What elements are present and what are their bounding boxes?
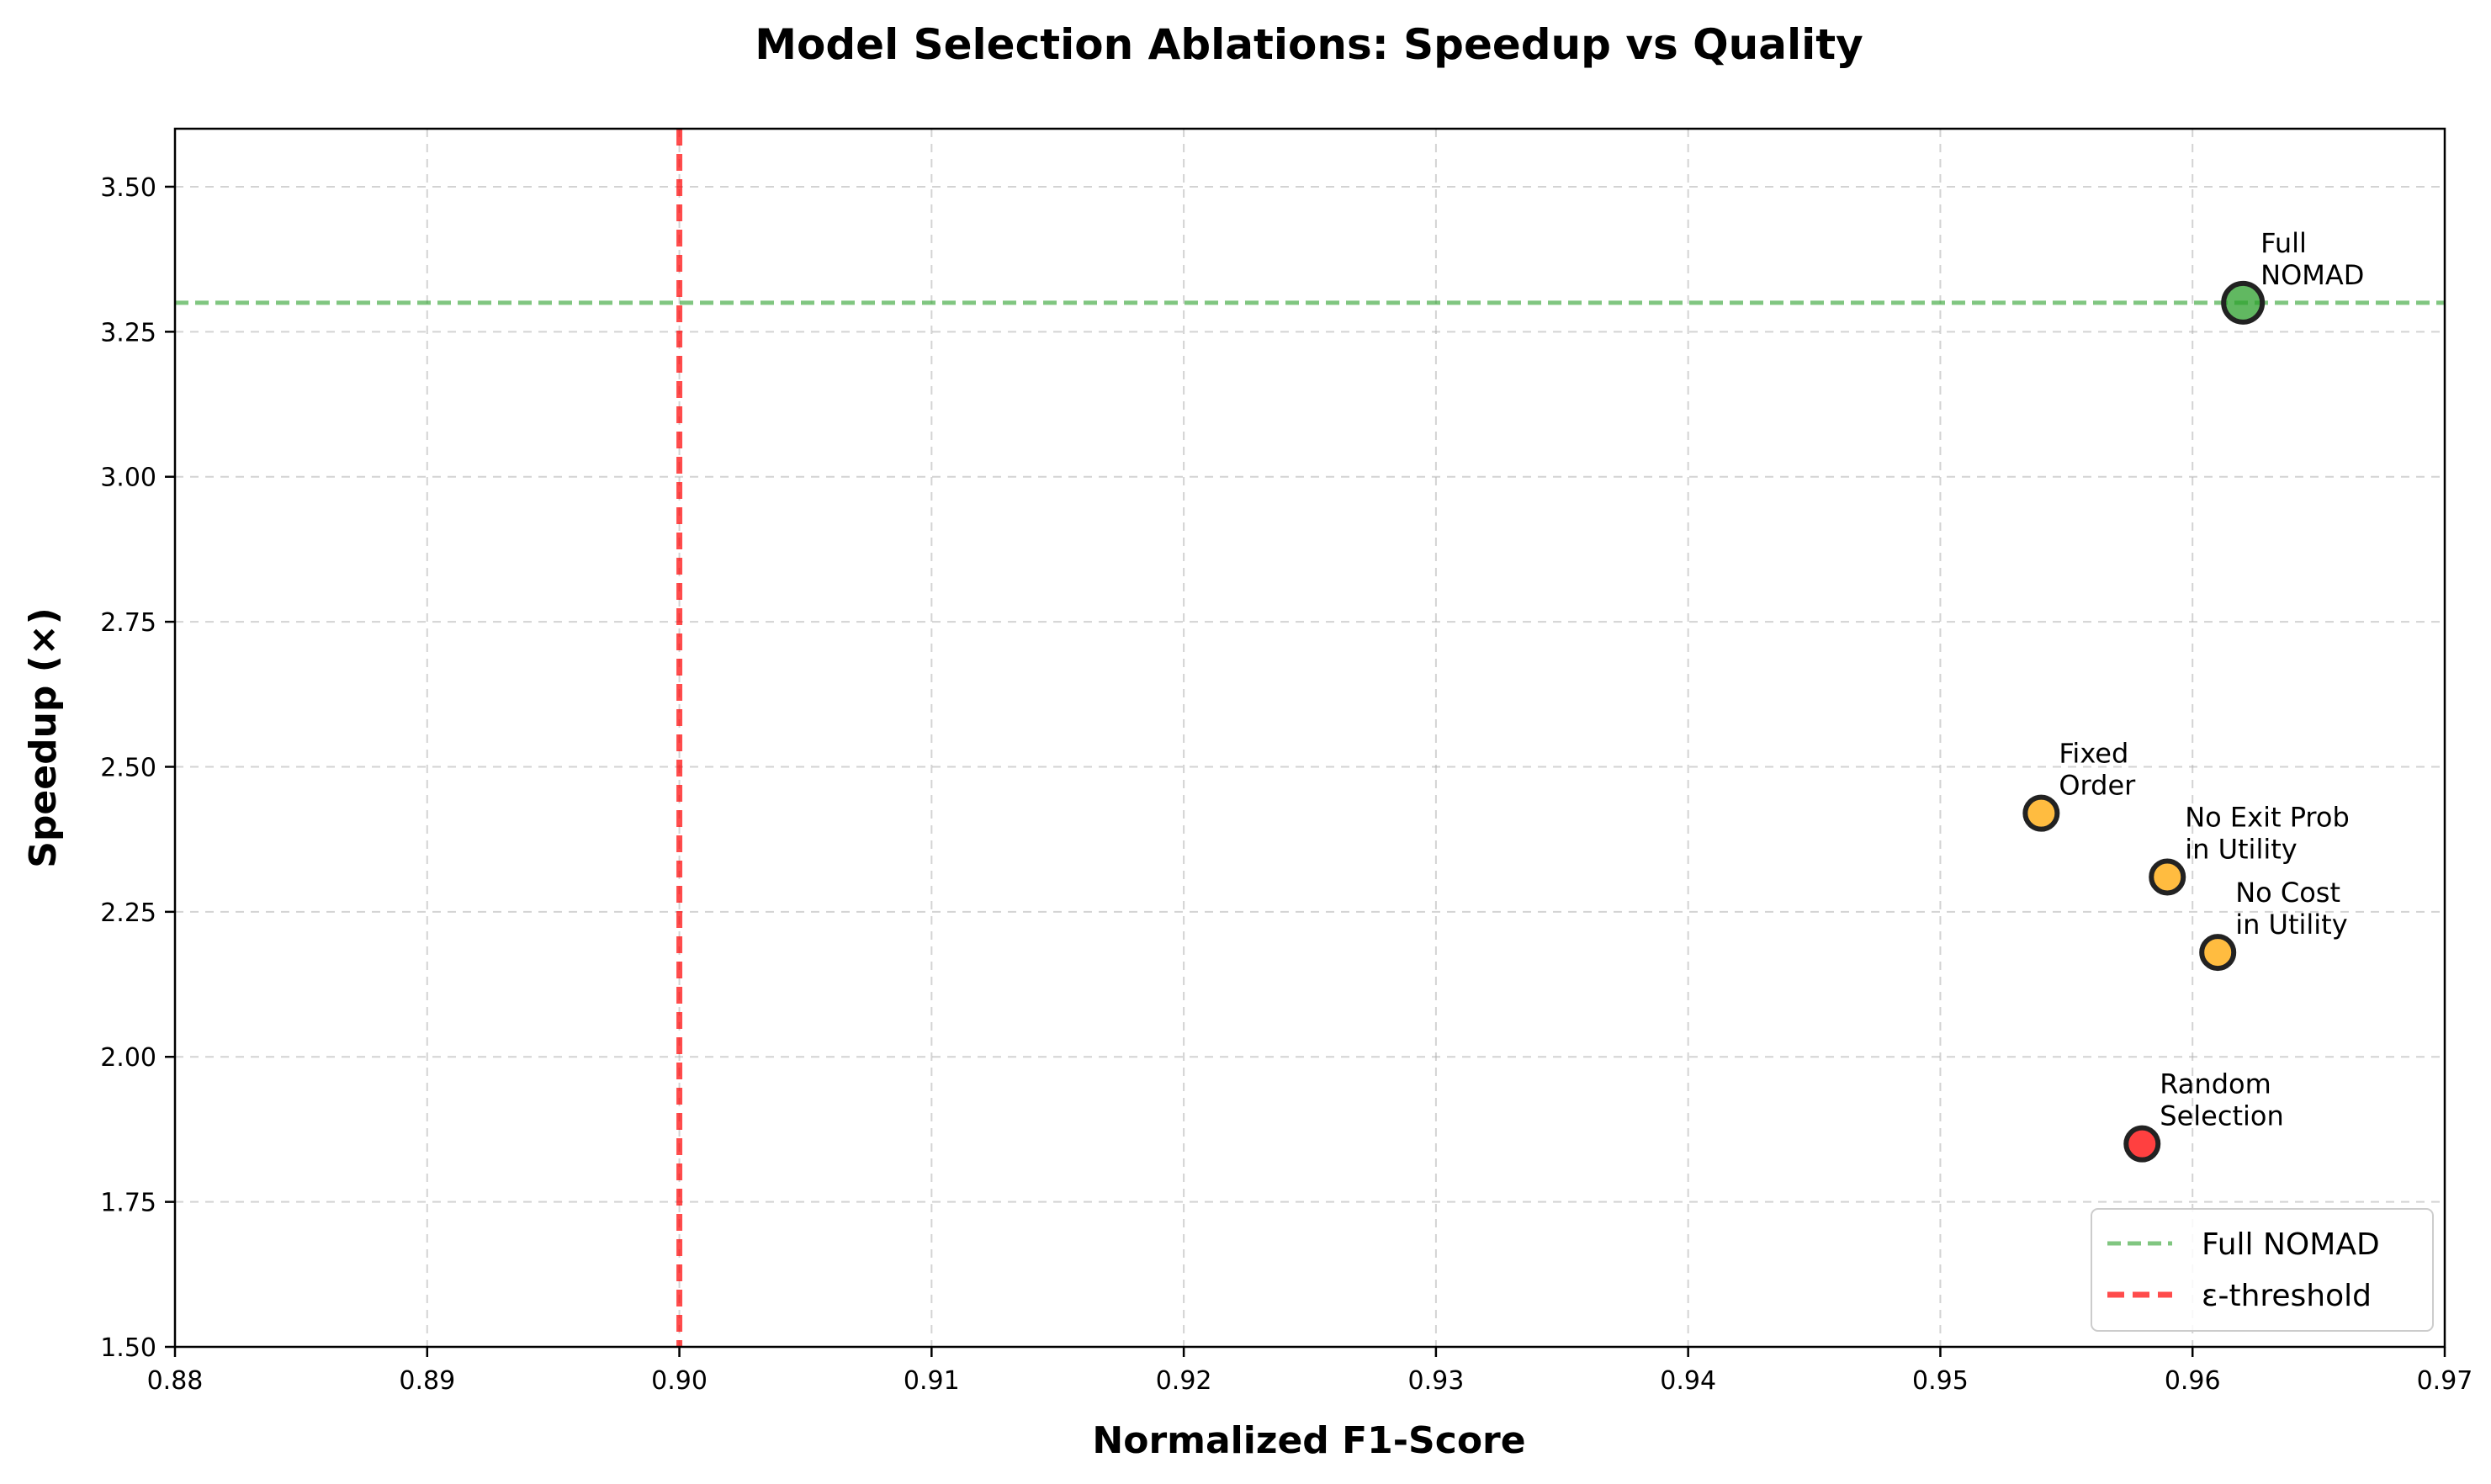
plot-area-frame <box>173 127 2446 1349</box>
reference-lines <box>175 129 2445 1347</box>
data-point <box>2022 794 2060 832</box>
point-label: Random Selection <box>2160 1068 2283 1132</box>
point-label-line: Selection <box>2160 1100 2283 1132</box>
legend: Full NOMAD ε-threshold <box>2091 1208 2434 1332</box>
point-label-line: in Utility <box>2235 909 2347 941</box>
point-label-line: Order <box>2059 770 2136 802</box>
x-tick-label: 0.88 <box>147 1366 204 1396</box>
point-label: Full NOMAD <box>2260 227 2364 291</box>
x-tick-label: 0.95 <box>1912 1366 1969 1396</box>
point-label-line: NOMAD <box>2260 259 2364 291</box>
x-tick-label: 0.93 <box>1407 1366 1464 1396</box>
y-tick-label: 3.25 <box>100 318 156 347</box>
data-point <box>2123 1125 2161 1163</box>
y-tick-label: 1.50 <box>100 1333 156 1363</box>
point-label-line: Random <box>2160 1068 2271 1100</box>
y-tick-label: 2.25 <box>100 898 156 928</box>
point-label: Fixed Order <box>2059 738 2136 802</box>
y-tick-label: 2.50 <box>100 753 156 782</box>
y-tick-label: 3.50 <box>100 173 156 203</box>
legend-frame <box>2091 1208 2434 1332</box>
point-label: No Cost in Utility <box>2235 877 2347 941</box>
data-point <box>2199 934 2237 972</box>
point-label-line: in Utility <box>2185 833 2297 865</box>
point-label-line: Full <box>2260 227 2307 259</box>
x-tick-label: 0.92 <box>1156 1366 1212 1396</box>
x-tick-label: 0.90 <box>651 1366 708 1396</box>
data-point <box>2149 858 2186 896</box>
legend-entry-epsilon-threshold: ε-threshold <box>2202 1279 2372 1313</box>
axis-ticks: 0.88 0.89 0.90 0.91 0.92 0.93 0.94 0.95 0.96 0.97… <box>100 173 2472 1396</box>
y-axis-label: Speedup (×) <box>22 607 65 868</box>
y-tick-label: 3.00 <box>100 464 156 493</box>
y-tick-label: 1.75 <box>100 1189 156 1218</box>
data-point <box>2221 280 2266 325</box>
point-label-line: No Exit Prob <box>2185 801 2350 833</box>
y-tick-label: 2.00 <box>100 1043 156 1073</box>
x-tick-label: 0.91 <box>904 1366 960 1396</box>
point-label: No Exit Prob in Utility <box>2185 801 2350 865</box>
chart-title: Model Selection Ablations: Speedup vs Qu… <box>755 20 1863 69</box>
x-axis-label: Normalized F1-Score <box>1092 1419 1525 1462</box>
x-tick-label: 0.89 <box>399 1366 455 1396</box>
legend-entry-full-nomad: Full NOMAD <box>2202 1227 2380 1262</box>
x-tick-label: 0.96 <box>2165 1366 2221 1396</box>
y-tick-label: 2.75 <box>100 608 156 638</box>
point-label-line: No Cost <box>2235 877 2340 909</box>
x-tick-label: 0.94 <box>1660 1366 1716 1396</box>
point-label-line: Fixed <box>2059 738 2128 770</box>
x-tick-label: 0.97 <box>2417 1366 2473 1396</box>
